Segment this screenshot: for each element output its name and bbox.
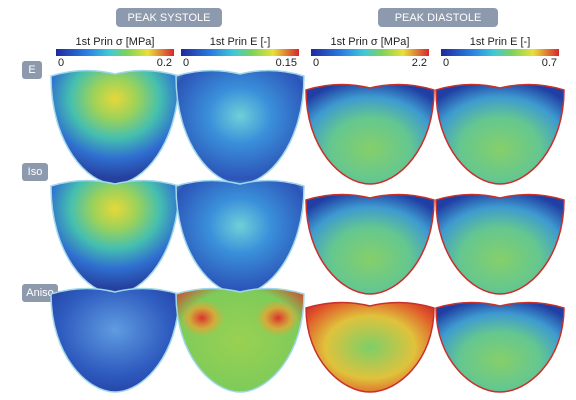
heatmap-shape [306, 194, 434, 294]
heatmap-shape [176, 70, 304, 184]
heatmap-shape [51, 70, 179, 184]
heatmap-shape [436, 194, 564, 294]
heatmap-shape [436, 84, 564, 184]
colorbar [441, 49, 559, 56]
group-headers: PEAK SYSTOLE PEAK DIASTOLE [116, 8, 498, 27]
colorbar-min: 0 [313, 57, 319, 69]
colorbar [56, 49, 174, 56]
colorbar-max: 0.7 [542, 57, 557, 69]
column-label: 1st Prin σ [MPa] [331, 36, 410, 48]
hotspot [256, 300, 300, 336]
heatmap-shape [51, 288, 179, 392]
colorbar-min: 0 [58, 57, 64, 69]
column-label: 1st Prin E [-] [210, 36, 271, 48]
row-label: Iso [28, 166, 43, 178]
colorbar-max: 2.2 [412, 57, 427, 69]
figure: PEAK SYSTOLE PEAK DIASTOLE 1st Prin σ [M… [0, 0, 576, 400]
heatmap-shape [436, 302, 564, 392]
row-label: E [28, 64, 35, 76]
colorbar [311, 49, 429, 56]
heatmap-shape [306, 84, 434, 184]
colorbar-max: 0.15 [276, 57, 297, 69]
group-title: PEAK DIASTOLE [395, 12, 482, 24]
group-title: PEAK SYSTOLE [128, 12, 211, 24]
heatmap-shape [51, 180, 179, 294]
row-label: Aniso [26, 287, 54, 299]
column-label: 1st Prin σ [MPa] [76, 36, 155, 48]
heatmap-shape [306, 302, 434, 392]
colorbar-min: 0 [443, 57, 449, 69]
heatmap-shape [176, 180, 304, 294]
column-label: 1st Prin E [-] [470, 36, 531, 48]
colorbar [181, 49, 299, 56]
colorbar-min: 0 [183, 57, 189, 69]
colorbar-max: 0.2 [157, 57, 172, 69]
hotspot [180, 300, 224, 336]
